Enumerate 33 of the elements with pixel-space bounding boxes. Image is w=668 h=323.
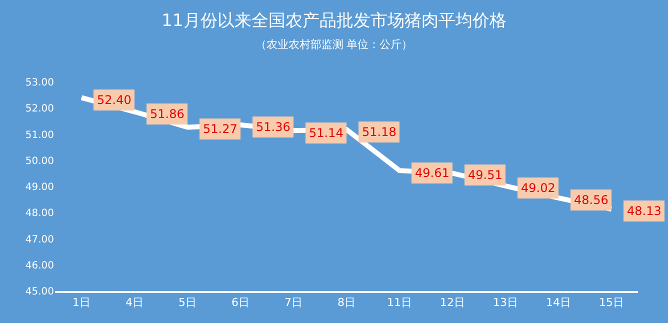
y-tick-label: 53.00 <box>25 78 54 88</box>
x-tick-label: 8日 <box>338 296 356 309</box>
chart-subtitle: （农业农村部监测 单位：公斤） <box>255 38 413 51</box>
y-tick-label: 50.00 <box>25 156 54 167</box>
y-tick-label: 46.00 <box>25 260 54 272</box>
y-tick-label: 51.00 <box>25 130 54 141</box>
y-tick-label: 48.00 <box>25 208 54 220</box>
data-label: 51.27 <box>203 122 238 136</box>
data-label: 51.36 <box>256 120 290 134</box>
data-label: 48.56 <box>574 193 608 207</box>
x-tick-label: 12日 <box>440 296 465 309</box>
data-label: 49.51 <box>468 168 502 182</box>
y-tick-label: 47.00 <box>25 234 54 246</box>
x-tick-label: 7日 <box>284 296 302 309</box>
x-tick-label: 15日 <box>599 296 624 309</box>
data-label: 52.40 <box>97 93 132 107</box>
data-label: 48.13 <box>627 204 662 218</box>
x-tick-label: 11日 <box>387 296 412 309</box>
y-tick-label: 49.00 <box>25 182 54 193</box>
y-tick-label: 45.00 <box>25 286 54 298</box>
y-tick-label: 52.00 <box>25 104 54 115</box>
chart-title: 11月份以来全国农产品批发市场猪肉平均价格 <box>162 10 506 31</box>
x-tick-label: 1日 <box>72 296 90 309</box>
x-tick-label: 14日 <box>546 296 571 309</box>
data-label: 49.61 <box>415 166 450 180</box>
data-label: 49.02 <box>521 181 556 195</box>
x-tick-label: 5日 <box>178 296 196 309</box>
data-label: 51.18 <box>362 125 396 139</box>
x-tick-label: 13日 <box>493 296 518 309</box>
x-tick-label: 6日 <box>232 296 250 309</box>
data-label: 51.14 <box>309 126 344 140</box>
x-tick-label: 4日 <box>126 296 144 309</box>
data-label: 51.86 <box>150 107 184 121</box>
